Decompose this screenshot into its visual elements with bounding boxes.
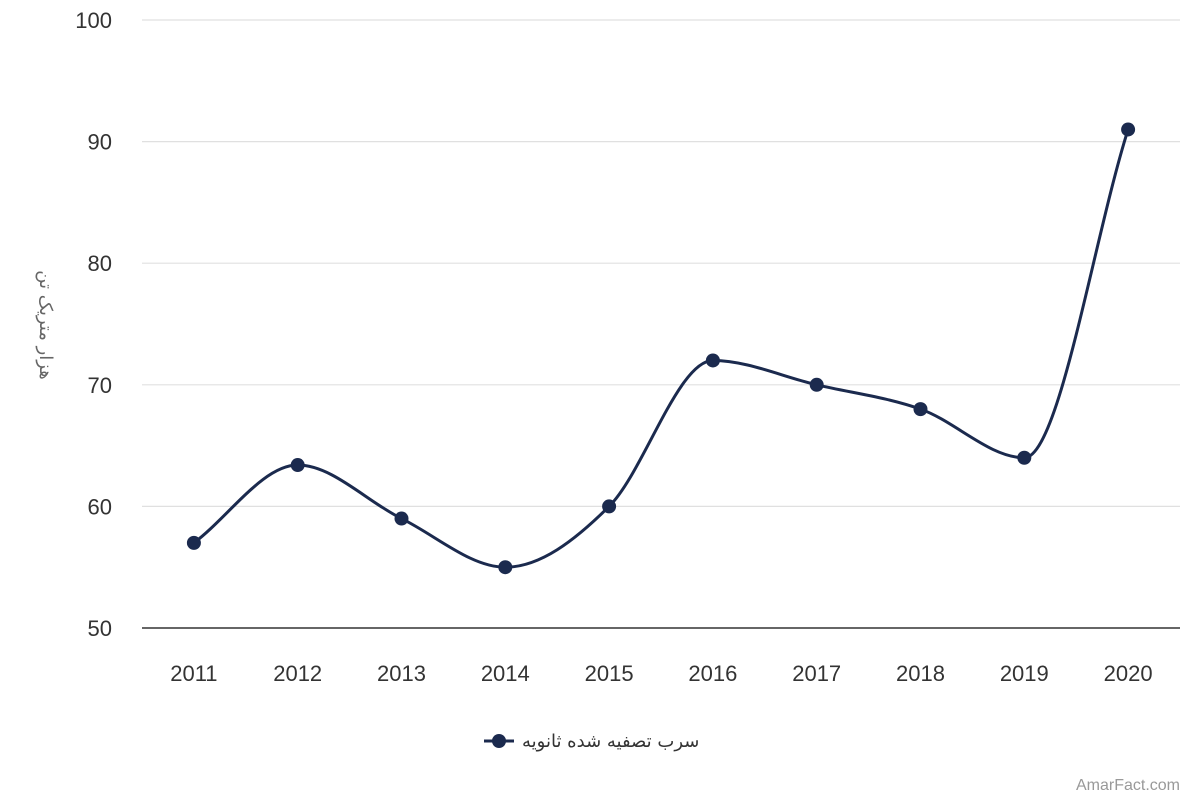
series-line (192, 128, 1130, 569)
y-axis-label: هزار متریک تن (35, 270, 56, 379)
data-point-2014[interactable] (498, 560, 513, 575)
y-tick-label: 50 (88, 616, 112, 641)
x-tick-label: 2017 (792, 661, 841, 686)
x-tick-label: 2011 (170, 661, 217, 686)
data-point-2018[interactable] (913, 402, 928, 417)
x-tick-label: 2012 (273, 661, 322, 686)
legend-dot-marker (492, 734, 506, 748)
legend-label: سرب تصفیه شده ثانویه (522, 731, 699, 752)
data-point-2019[interactable] (1017, 450, 1032, 465)
data-point-2016[interactable] (705, 353, 720, 368)
x-tick-label: 2014 (481, 661, 530, 686)
grid-lines (142, 19, 1180, 507)
y-tick-label: 70 (88, 373, 112, 398)
x-tick-label: 2015 (585, 661, 634, 686)
legend[interactable]: سرب تصفیه شده ثانویه (484, 731, 699, 752)
y-tick-label: 90 (88, 130, 112, 155)
series-group (186, 122, 1136, 575)
y-tick-label: 60 (88, 494, 112, 519)
x-axis-ticks: 2011 2012 2013 2014 2015 2016 2017 2018 2019 2020 (170, 661, 1152, 686)
y-axis-ticks: 50 60 70 80 90 100 (75, 8, 112, 641)
y-tick-label: 80 (88, 251, 112, 276)
data-point-2013[interactable] (394, 511, 409, 526)
x-tick-label: 2016 (688, 661, 737, 686)
data-point-2012[interactable] (290, 458, 305, 473)
data-point-2011[interactable] (186, 535, 201, 550)
data-point-2015[interactable] (602, 499, 617, 514)
x-tick-label: 2019 (1000, 661, 1049, 686)
x-tick-label: 2018 (896, 661, 945, 686)
x-tick-label: 2013 (377, 661, 426, 686)
y-tick-label: 100 (75, 8, 112, 33)
credit-label[interactable]: AmarFact.com (1076, 777, 1180, 794)
data-point-2017[interactable] (809, 377, 824, 392)
data-point-2020[interactable] (1121, 122, 1136, 137)
x-tick-label: 2020 (1104, 661, 1153, 686)
